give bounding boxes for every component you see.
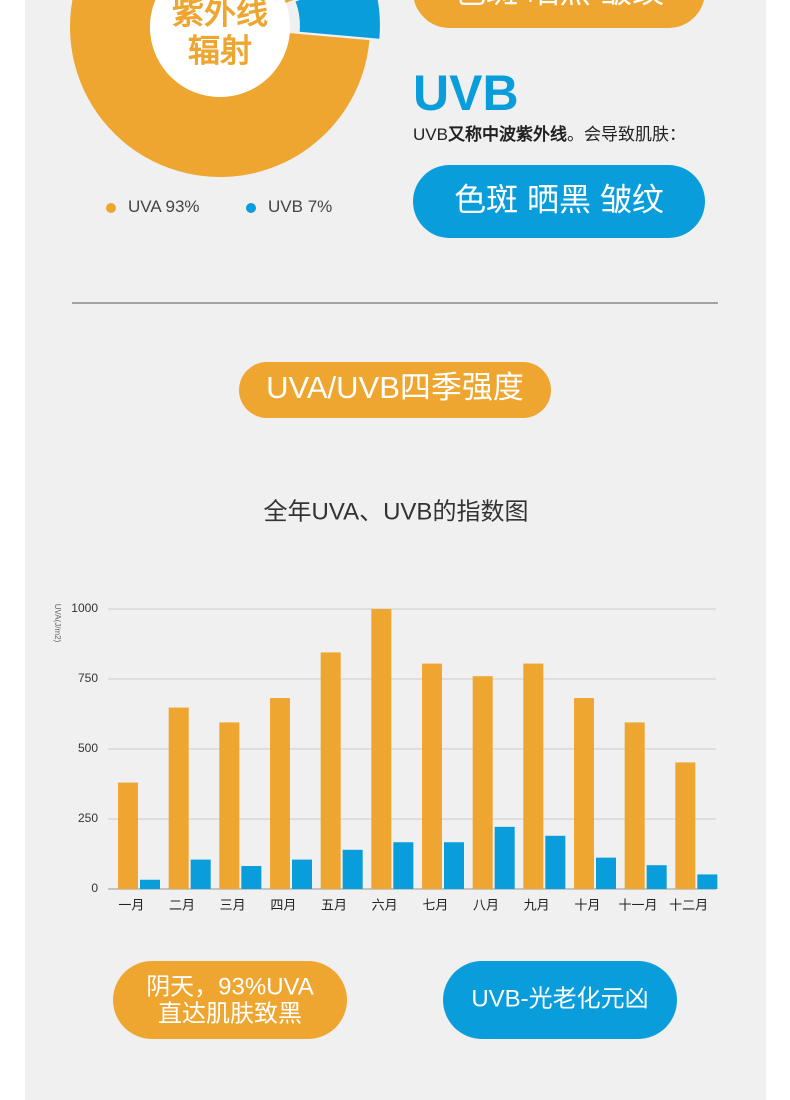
x-tick-label: 五月 — [321, 897, 347, 912]
x-tick-label: 四月 — [270, 897, 296, 912]
bar-chart: 0 250 500 750 1000 一月 二月 三月 四月 五月 六月 七月 八月 九月 十月 十一月 十二月 — [71, 601, 718, 912]
desc-part: UVB — [413, 125, 448, 144]
legend-name: UVB — [268, 197, 303, 216]
chart-title: 全年UVA、UVB的指数图 — [264, 498, 529, 525]
callout-text: 直达肌肤致黑 — [158, 1000, 302, 1027]
tag-text: 色斑 晒黑 皱纹 — [454, 0, 664, 9]
x-tick-label: 六月 — [372, 897, 398, 912]
y-tick-label: 250 — [78, 811, 98, 825]
y-tick-label: 750 — [78, 671, 98, 685]
tag-text: 色斑 晒黑 皱纹 — [454, 181, 664, 217]
bar — [624, 722, 645, 889]
section-title: UVA/UVB四季强度 — [266, 370, 524, 405]
legend-entry: UVB 7% — [268, 197, 332, 216]
x-tick-label: 九月 — [524, 897, 550, 912]
callout-pill — [443, 961, 677, 1039]
bar — [168, 707, 189, 889]
bar — [545, 835, 566, 889]
tag-pill — [413, 165, 705, 238]
bar — [596, 857, 616, 889]
x-tick-label: 一月 — [118, 897, 144, 912]
legend-value: 93% — [166, 197, 200, 216]
desc-part: 又称中波紫外线 — [448, 124, 567, 144]
y-tick-label: 0 — [91, 881, 98, 895]
x-tick-label: 十月 — [574, 897, 600, 912]
bar — [118, 782, 138, 889]
legend-marker — [106, 203, 116, 213]
bar — [219, 722, 240, 889]
bar — [494, 826, 515, 889]
bar — [444, 842, 464, 889]
center-label: 紫外线 — [172, 0, 268, 30]
tag-pill — [414, 0, 704, 28]
bar — [523, 663, 544, 889]
legend-entry: UVA 93% — [128, 197, 200, 216]
pie-slice — [295, 0, 380, 39]
x-tick-label: 七月 — [422, 897, 448, 912]
y-tick-label: 1000 — [71, 601, 98, 615]
pie-slice — [70, 0, 370, 177]
callout-text: 阴天，93%UVA — [146, 973, 314, 1000]
bar — [422, 663, 442, 889]
legend-value: 7% — [308, 197, 333, 216]
bar — [270, 698, 290, 889]
bar — [371, 609, 392, 889]
bar — [190, 859, 211, 889]
legend-name: UVA — [128, 197, 162, 216]
legend-marker — [246, 203, 256, 213]
section-pill — [239, 362, 551, 418]
x-tick-label: 十二月 — [669, 897, 708, 912]
x-tick-label: 三月 — [220, 897, 246, 912]
x-tick-label: 八月 — [473, 897, 499, 912]
bar — [342, 849, 363, 889]
bar — [393, 842, 414, 889]
bar — [697, 874, 718, 889]
desc-part: 。会导致肌肤： — [567, 125, 686, 144]
bar — [675, 762, 696, 889]
uvb-heading: UVB — [413, 65, 519, 121]
bar — [140, 879, 160, 889]
center-label: 辐射 — [188, 32, 252, 68]
bar — [292, 859, 312, 889]
uvb-desc: UVB又称中波紫外线。会导致肌肤： — [413, 124, 686, 144]
x-tick-label: 二月 — [169, 897, 195, 912]
y-axis-label: UVA(J/m2) — [53, 604, 62, 643]
y-tick-label: 500 — [78, 741, 98, 755]
bar — [472, 676, 493, 889]
bar — [241, 866, 262, 889]
callout-pill — [113, 961, 347, 1039]
x-tick-label: 十一月 — [618, 897, 657, 912]
donut-hole — [150, 0, 290, 97]
bar — [646, 865, 667, 889]
bar — [320, 652, 341, 889]
bar — [574, 698, 594, 889]
callout-text: UVB-光老化元凶 — [471, 985, 648, 1012]
